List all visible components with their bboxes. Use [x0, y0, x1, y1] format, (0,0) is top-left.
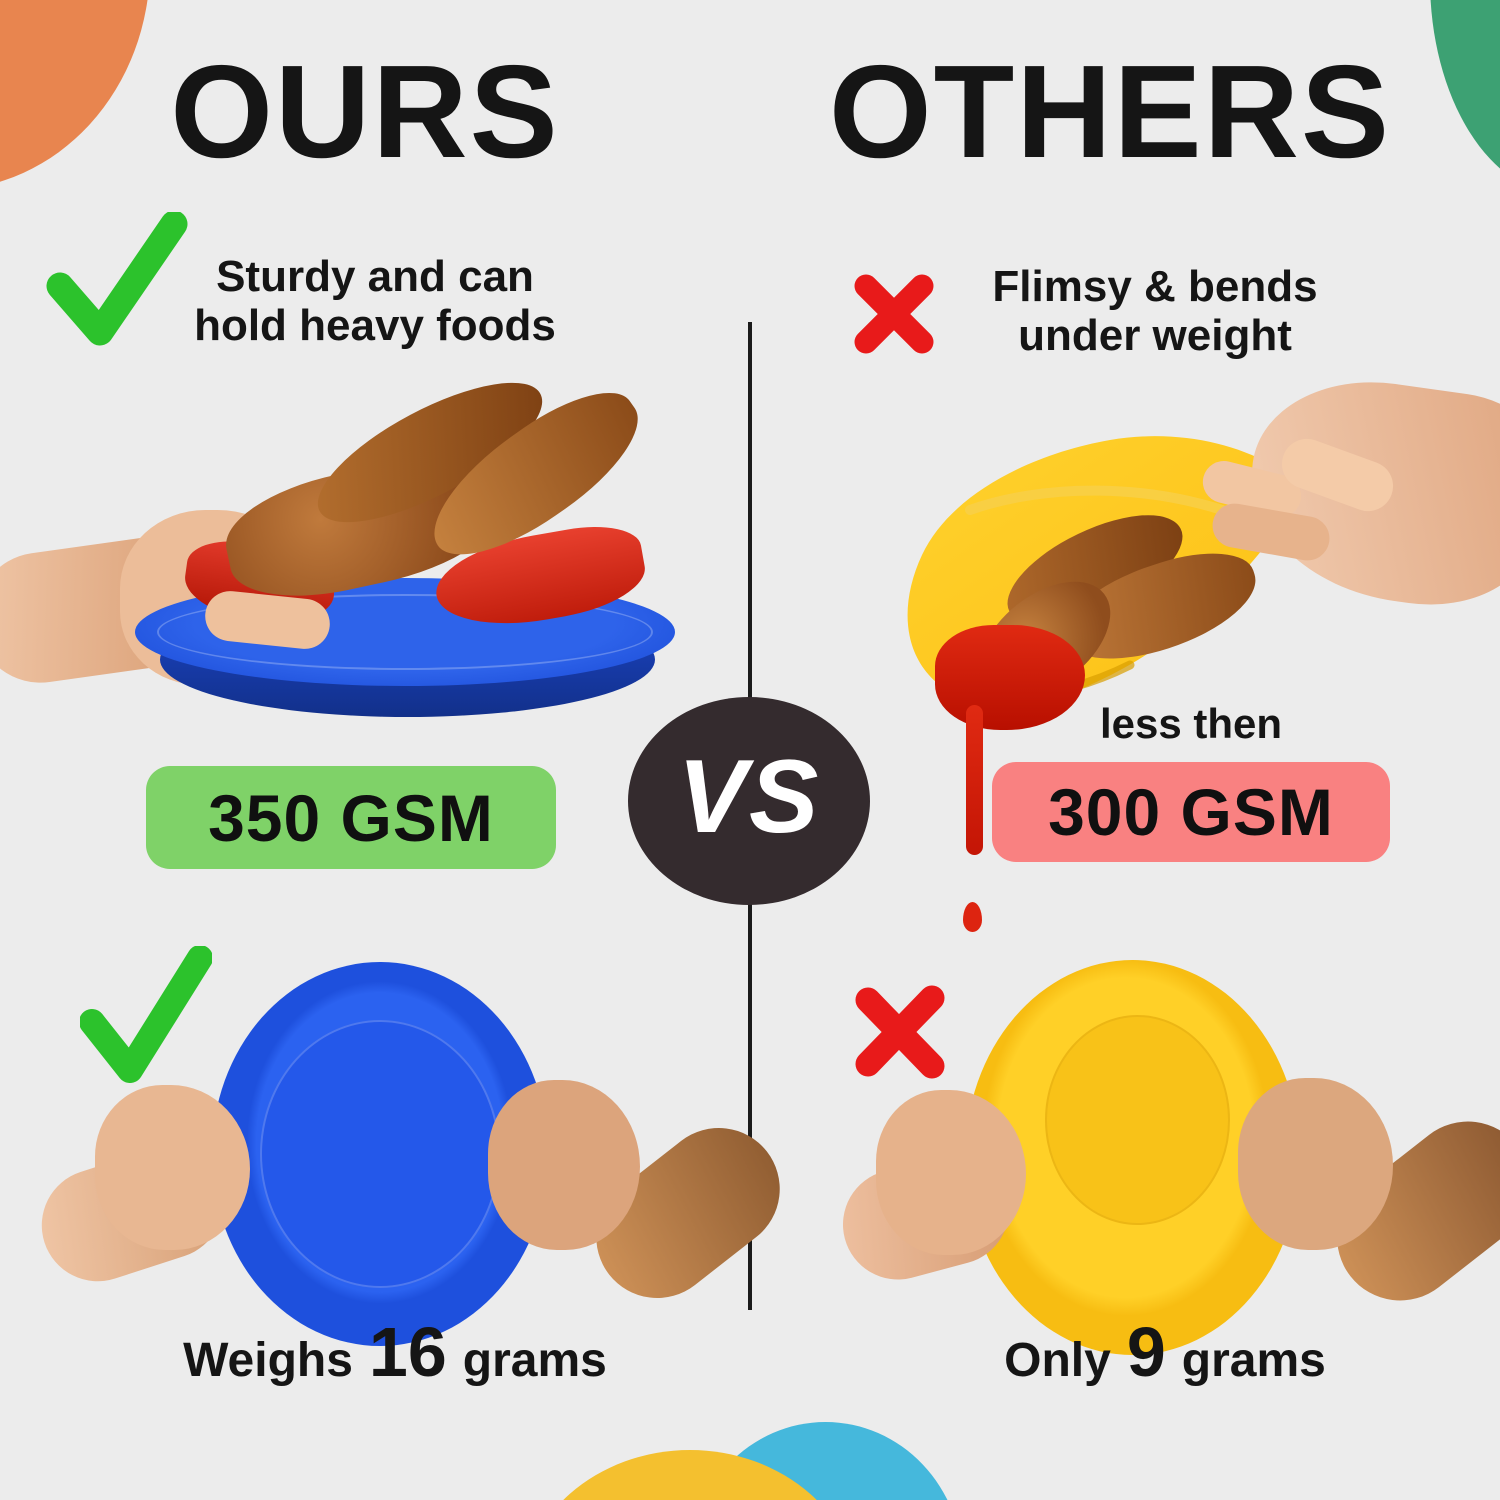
- ours-heading: OURS: [170, 38, 560, 185]
- vs-badge: VS: [628, 697, 870, 905]
- ketchup-spill: [935, 625, 1085, 730]
- right-fist: [1238, 1078, 1393, 1250]
- check-icon: [46, 212, 188, 346]
- weight-value: 9: [1126, 1313, 1166, 1391]
- right-fist: [488, 1080, 640, 1250]
- green-circle-decoration: [1430, 0, 1500, 195]
- ours-claim-line1: Sturdy and can: [216, 252, 534, 301]
- ketchup-drip: [966, 705, 983, 855]
- ours-claim: Sturdy and can hold heavy foods: [170, 252, 580, 351]
- check-icon: [80, 946, 212, 1083]
- weight-prefix: Weighs: [183, 1334, 353, 1387]
- ours-gsm-value: 350 GSM: [208, 780, 494, 855]
- left-fist: [876, 1090, 1026, 1255]
- ketchup-droplet: [963, 902, 982, 932]
- blue-plate: [212, 962, 548, 1346]
- plate-crease: [965, 485, 1255, 525]
- ours-weight-caption: Weighs 16 grams: [155, 1312, 635, 1392]
- others-claim-line2: under weight: [1018, 311, 1292, 361]
- others-gsm-badge: 300 GSM: [992, 762, 1390, 862]
- ours-claim-line2: hold heavy foods: [194, 301, 556, 351]
- others-claim-line1: Flimsy & bends: [992, 262, 1318, 311]
- flimsy-plate-photo: [850, 365, 1500, 970]
- weight-value: 16: [368, 1313, 447, 1391]
- ours-gsm-badge: 350 GSM: [146, 766, 556, 869]
- cross-icon: [854, 274, 934, 354]
- left-fist: [95, 1085, 250, 1250]
- others-gsm-qualifier: less then: [1099, 700, 1283, 747]
- cross-icon: [855, 985, 945, 1079]
- sturdy-plate-photo: [0, 356, 720, 740]
- others-weight-caption: Only 9 grams: [955, 1312, 1375, 1392]
- others-gsm-value: 300 GSM: [1048, 775, 1334, 849]
- others-claim: Flimsy & bends under weight: [950, 262, 1360, 361]
- weight-suffix: grams: [1181, 1334, 1326, 1387]
- others-heading: OTHERS: [828, 38, 1392, 185]
- weight-prefix: Only: [1004, 1334, 1111, 1387]
- sliding-food: [850, 390, 1500, 970]
- vs-label: VS: [677, 738, 821, 855]
- weight-suffix: grams: [462, 1334, 607, 1387]
